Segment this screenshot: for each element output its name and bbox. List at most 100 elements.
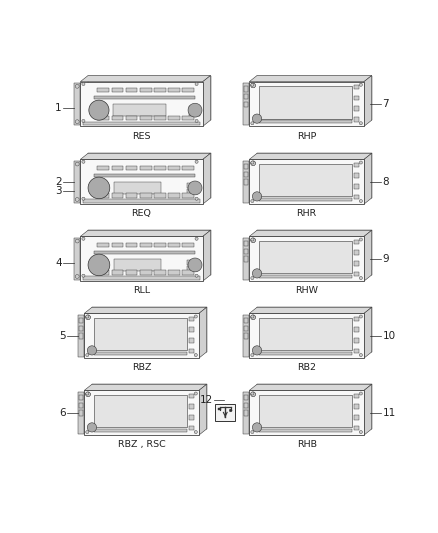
Bar [113,104,166,116]
Polygon shape [364,384,372,435]
Bar [84,313,199,358]
Bar [258,352,352,355]
Bar [94,251,195,254]
Bar [257,384,372,429]
Bar [258,395,352,427]
Bar [112,193,123,198]
Circle shape [75,198,79,201]
Circle shape [251,315,255,320]
Bar [189,349,194,353]
Circle shape [359,161,362,164]
Circle shape [251,392,254,395]
Bar [93,429,187,432]
Bar [189,112,194,116]
Circle shape [359,353,362,357]
Bar [244,249,248,254]
Bar [126,243,138,247]
Polygon shape [199,308,207,358]
Bar [187,183,192,188]
Bar [195,112,200,116]
Circle shape [87,346,97,355]
Bar [83,199,200,203]
Bar [126,88,138,92]
Bar [168,270,180,275]
Polygon shape [84,308,207,313]
Bar [112,270,123,275]
Text: RES: RES [132,132,151,141]
Bar [244,403,248,408]
Bar [168,243,180,247]
Text: 10: 10 [382,331,396,341]
Bar [168,193,180,198]
Text: 4: 4 [55,257,62,268]
Text: 8: 8 [382,177,389,187]
Bar [97,243,109,247]
Bar [354,261,359,265]
Circle shape [359,83,362,86]
Bar [244,395,248,400]
Circle shape [251,238,255,243]
Circle shape [359,315,362,318]
Circle shape [252,269,261,278]
Circle shape [89,100,109,120]
Polygon shape [364,230,372,281]
Polygon shape [249,76,372,82]
Bar [189,393,194,398]
Text: 11: 11 [382,408,396,418]
Text: RBZ , RSC: RBZ , RSC [118,440,166,449]
Circle shape [251,353,254,357]
Circle shape [87,423,97,432]
Circle shape [75,274,79,278]
Circle shape [195,83,198,85]
Bar [189,338,194,343]
Bar [140,193,152,198]
Bar [112,88,123,92]
Circle shape [251,199,254,203]
Bar [140,166,152,170]
Bar [94,96,195,99]
Bar [74,83,80,125]
Bar [244,180,248,185]
Polygon shape [364,308,372,358]
Bar [195,106,200,110]
Bar [194,183,198,188]
Bar [112,166,123,170]
Bar [215,405,235,421]
Circle shape [251,277,254,280]
Circle shape [86,392,90,397]
Bar [354,251,359,255]
Bar [154,193,166,198]
Bar [243,161,249,203]
Circle shape [229,409,232,412]
Bar [74,238,80,280]
Bar [140,243,152,247]
Circle shape [251,161,255,166]
Bar [249,313,364,358]
Polygon shape [199,384,207,435]
Bar [189,106,194,110]
Bar [79,334,83,339]
Circle shape [195,160,198,163]
Polygon shape [203,154,211,204]
Circle shape [86,392,90,397]
Bar [80,82,203,126]
Bar [182,116,194,120]
Bar [168,116,180,120]
Circle shape [251,161,255,166]
Bar [88,230,211,275]
Bar [83,277,200,280]
Bar [354,195,359,199]
Bar [93,318,187,350]
Bar [354,117,359,122]
Bar [79,326,83,331]
Polygon shape [364,76,372,126]
Bar [354,349,359,353]
Circle shape [251,392,255,397]
Bar [84,391,199,435]
Circle shape [86,392,89,395]
Circle shape [359,431,362,433]
Bar [354,272,359,277]
Bar [126,193,138,198]
Bar [354,405,359,409]
Bar [79,395,83,400]
